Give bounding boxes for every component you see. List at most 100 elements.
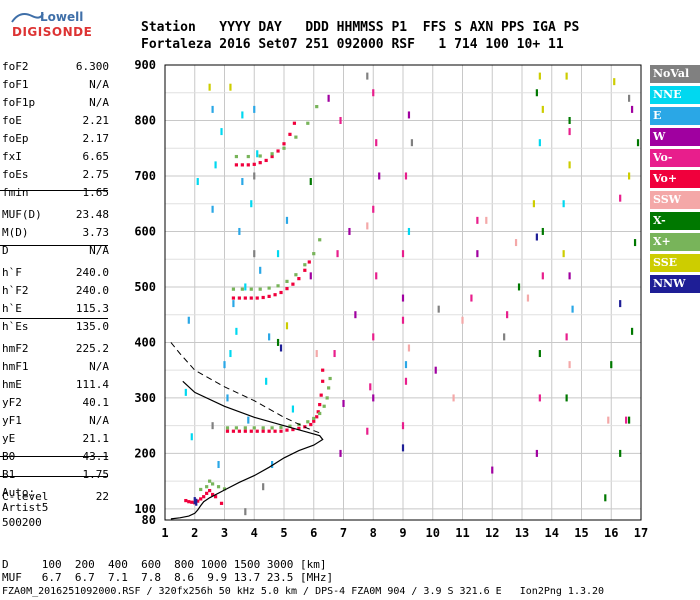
echo-point [571,305,574,313]
echo-point [235,327,238,335]
param-row: M(D) 3.73 [2,224,109,242]
logo-brand-main: DIGISONDE [12,25,93,39]
param-divider [0,476,108,477]
param-row: h`E 115.3 [2,300,109,318]
echo-point [234,426,238,430]
echo-point [196,499,200,503]
y-tick-label: 700 [134,169,156,183]
echo-point [401,422,405,430]
echo-point [276,250,280,258]
echo-point [255,429,259,433]
x-tick-label: 3 [221,526,228,540]
param-row: yE 21.1 [2,430,109,448]
echo-point [243,429,247,433]
echo-point [407,344,411,352]
echo-point [243,426,247,430]
param-label: foF2 [2,60,29,73]
auto-software: Artist5 [2,501,49,514]
echo-point [306,121,310,125]
echo-point [187,316,190,324]
echo-point [619,194,622,202]
param-divider [0,318,108,319]
echo-point [208,479,212,483]
param-label: h`F [2,266,22,279]
echo-point [229,83,232,91]
legend-item: SSE [650,254,700,272]
echo-point [252,162,256,166]
echo-point [229,350,232,358]
echo-point [199,487,203,492]
echo-point [625,416,628,424]
param-value: 1.75 [82,468,110,481]
echo-point [273,293,277,297]
echo-point [259,266,262,274]
echo-point [288,132,292,136]
electron-density-profile [170,380,324,520]
param-value: 111.4 [75,378,109,391]
echo-point [369,383,372,391]
legend-item: NNE [650,86,700,104]
echo-point [568,272,571,280]
echo-point [372,89,375,97]
param-row: C-level 22 [2,488,109,506]
echo-point [267,429,271,433]
echo-point [253,250,256,258]
echo-point [205,491,209,495]
param-label: yE [2,432,16,445]
echo-point [568,161,571,169]
echo-point [195,498,198,506]
echo-point [249,429,253,433]
param-value: 240.0 [75,284,109,297]
echo-point [312,252,316,256]
echo-point [222,487,227,491]
echo-point [184,388,187,396]
echo-point [541,227,544,235]
y-tick-label: 800 [134,113,156,127]
echo-point [354,311,357,319]
x-tick-label: 2 [191,526,198,540]
param-value: 1.65 [82,186,110,199]
echo-point [211,422,214,430]
echo-point [565,394,568,402]
echo-point [285,216,289,224]
echo-point [532,200,535,208]
param-value: 6.300 [75,60,109,73]
echo-point [336,250,339,258]
echo-point [258,154,262,158]
echo-point [470,294,473,302]
echo-point [437,305,440,313]
echo-point [285,279,289,284]
param-row: foEp 2.17 [2,130,109,148]
echo-point [279,290,283,295]
param-label: foE [2,114,22,127]
legend-item: W [650,128,700,146]
echo-point [217,461,220,469]
param-row: hmE 111.4 [2,376,109,394]
echo-point [538,350,541,358]
param-label: foEp [2,132,29,145]
echo-point [273,429,277,433]
echo-point [237,296,241,300]
echo-point [316,410,320,414]
echo-point [262,483,265,491]
echo-point [628,172,631,180]
echo-point [220,128,223,136]
echo-point [401,294,405,302]
echo-point [318,411,322,416]
echo-point [202,495,206,499]
y-tick-label: 200 [134,446,156,460]
param-label: yF1 [2,414,22,427]
echo-point [410,139,414,147]
echo-point [223,361,226,369]
param-label: h`Es [2,320,29,333]
x-tick-label: 8 [370,526,377,540]
echo-point [526,294,530,302]
x-tick-label: 13 [515,526,529,540]
echo-point [628,94,631,102]
param-value: 2.75 [82,168,110,181]
echo-point [232,300,235,308]
echo-point [562,200,565,208]
echo-point [285,428,289,432]
param-label: D [2,244,9,257]
echo-point [327,94,330,102]
